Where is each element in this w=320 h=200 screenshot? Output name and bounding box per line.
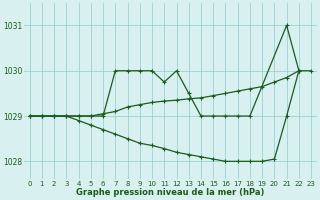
X-axis label: Graphe pression niveau de la mer (hPa): Graphe pression niveau de la mer (hPa) <box>76 188 265 197</box>
